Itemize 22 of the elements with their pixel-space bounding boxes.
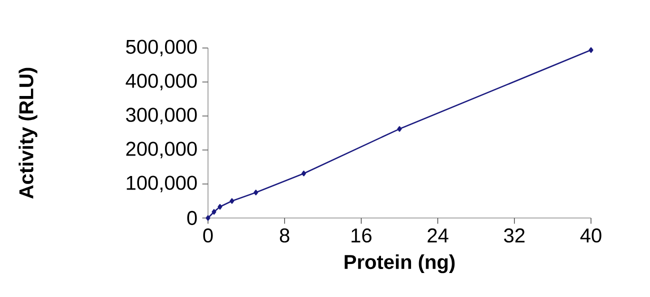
point [218,204,222,210]
x-axis-title: Protein (ng) [344,254,455,274]
y-tick-label: 300,000 [126,108,197,124]
point [254,190,258,196]
y-axis-title: Activity (RLU) [18,68,38,199]
x-tick-label: 8 [280,228,290,243]
point [206,215,210,221]
x-tick-label: 0 [203,228,213,243]
y-tick-label: 500,000 [126,40,197,56]
y-tick-label: 100,000 [126,176,197,192]
y-tick-label: 200,000 [126,142,197,158]
x-tick-label: 32 [504,228,525,243]
x-tick-label: 16 [352,228,372,243]
y-tick-label: 0 [187,210,197,226]
point [397,126,402,132]
point [588,47,594,53]
x-tick-label: 24 [428,228,448,242]
x-tick-label: 40 [580,228,602,243]
point [301,170,306,176]
point [212,209,216,215]
y-tick-label: 400,000 [126,74,197,90]
point [230,198,234,204]
